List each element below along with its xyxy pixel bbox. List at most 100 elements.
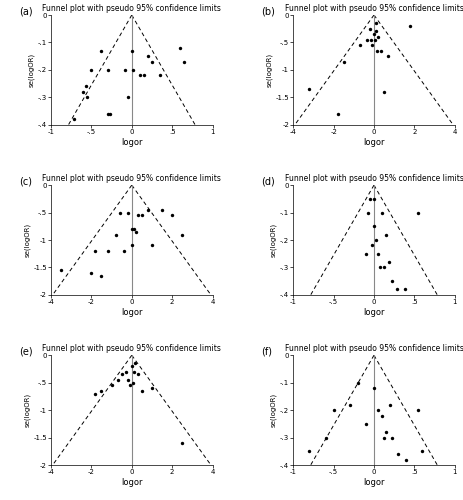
Point	[57, 266, 65, 274]
Y-axis label: se(logOR): se(logOR)	[28, 53, 35, 87]
Point	[112, 230, 119, 238]
Point	[130, 368, 137, 376]
Point	[365, 195, 373, 203]
Point	[140, 72, 147, 80]
X-axis label: logor: logor	[121, 308, 142, 317]
Point	[156, 72, 163, 80]
Y-axis label: se(logOR): se(logOR)	[270, 223, 276, 257]
Text: (b): (b)	[260, 6, 274, 16]
Point	[114, 376, 121, 384]
Point	[362, 250, 369, 258]
Title: Funnel plot with pseudo 95% confidence limits: Funnel plot with pseudo 95% confidence l…	[42, 344, 221, 353]
X-axis label: logor: logor	[121, 478, 142, 487]
Point	[370, 36, 378, 44]
Point	[363, 208, 370, 216]
Point	[382, 230, 389, 238]
X-axis label: logor: logor	[121, 138, 142, 146]
Point	[305, 448, 313, 456]
Point	[121, 66, 129, 74]
Point	[376, 46, 384, 54]
Point	[104, 66, 111, 74]
Y-axis label: se(logOR): se(logOR)	[24, 223, 31, 257]
Text: (f): (f)	[260, 346, 271, 356]
Point	[387, 277, 394, 285]
Point	[126, 382, 133, 390]
Point	[356, 41, 363, 49]
Point	[414, 406, 421, 414]
Point	[148, 384, 155, 392]
Point	[371, 28, 378, 36]
Point	[176, 44, 183, 52]
Title: Funnel plot with pseudo 95% confidence limits: Funnel plot with pseudo 95% confidence l…	[284, 4, 463, 13]
Title: Funnel plot with pseudo 95% confidence limits: Funnel plot with pseudo 95% confidence l…	[284, 174, 463, 183]
Point	[88, 66, 95, 74]
Point	[369, 384, 377, 392]
Point	[368, 41, 375, 49]
Point	[130, 225, 137, 233]
Title: Funnel plot with pseudo 95% confidence limits: Funnel plot with pseudo 95% confidence l…	[42, 174, 221, 183]
Point	[377, 412, 385, 420]
Point	[180, 58, 188, 66]
Point	[363, 36, 370, 44]
Point	[80, 88, 87, 96]
Point	[98, 387, 105, 395]
Point	[392, 286, 400, 294]
Point	[131, 360, 138, 368]
Point	[82, 82, 89, 90]
Point	[98, 272, 105, 280]
Point	[406, 22, 413, 30]
X-axis label: logor: logor	[363, 308, 384, 317]
Point	[122, 368, 129, 376]
Point	[374, 33, 381, 41]
Point	[382, 428, 389, 436]
Point	[379, 434, 387, 442]
Point	[104, 110, 111, 118]
Point	[107, 382, 115, 390]
Point	[333, 110, 341, 118]
Point	[400, 286, 407, 294]
Point	[178, 439, 186, 447]
Y-axis label: se(logOR): se(logOR)	[270, 393, 276, 427]
Title: Funnel plot with pseudo 95% confidence limits: Funnel plot with pseudo 95% confidence l…	[284, 344, 463, 353]
Point	[329, 406, 337, 414]
Point	[305, 85, 313, 93]
Y-axis label: se(logOR): se(logOR)	[24, 393, 31, 427]
Point	[88, 269, 95, 277]
Point	[345, 400, 353, 408]
Point	[168, 212, 175, 220]
Point	[365, 24, 373, 32]
Point	[375, 264, 382, 272]
Point	[371, 19, 379, 27]
Point	[369, 30, 377, 38]
Point	[158, 206, 165, 214]
Point	[136, 72, 143, 80]
Point	[129, 66, 137, 74]
Point	[129, 378, 136, 386]
Point	[386, 400, 393, 408]
Point	[134, 212, 141, 220]
Point	[118, 370, 125, 378]
Point	[362, 420, 369, 428]
Point	[116, 208, 123, 216]
Point	[374, 406, 381, 414]
Point	[134, 370, 141, 378]
X-axis label: logor: logor	[363, 478, 384, 487]
Point	[124, 376, 131, 384]
Point	[380, 88, 387, 96]
Point	[92, 247, 99, 255]
Point	[132, 228, 139, 236]
Point	[128, 362, 135, 370]
Point	[138, 387, 145, 395]
Point	[128, 225, 135, 233]
Point	[379, 264, 387, 272]
Point	[402, 456, 409, 464]
Point	[394, 450, 401, 458]
Text: (e): (e)	[19, 346, 32, 356]
Point	[414, 208, 421, 216]
Point	[377, 208, 385, 216]
Text: (d): (d)	[260, 176, 274, 186]
Y-axis label: se(logOR): se(logOR)	[266, 53, 272, 87]
Point	[321, 434, 329, 442]
Point	[366, 36, 374, 44]
Point	[369, 195, 377, 203]
